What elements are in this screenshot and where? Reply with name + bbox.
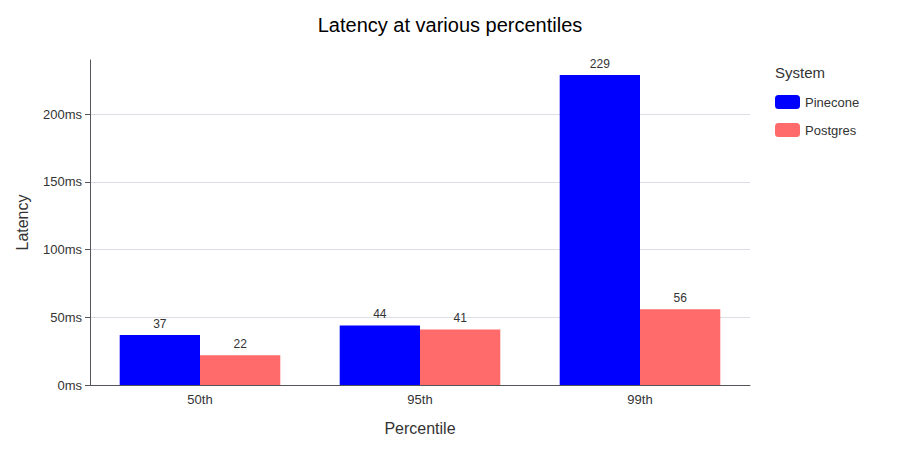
svg-text:99th: 99th <box>627 392 652 407</box>
svg-text:41: 41 <box>453 311 467 325</box>
svg-text:95th: 95th <box>407 392 432 407</box>
svg-text:Latency at various percentiles: Latency at various percentiles <box>318 14 583 36</box>
svg-text:Pinecone: Pinecone <box>805 95 859 110</box>
svg-text:50ms: 50ms <box>50 310 82 325</box>
svg-text:Latency: Latency <box>14 194 31 250</box>
svg-text:Percentile: Percentile <box>384 420 455 437</box>
svg-text:System: System <box>775 64 825 81</box>
svg-text:37: 37 <box>153 317 167 331</box>
svg-text:50th: 50th <box>187 392 212 407</box>
svg-text:22: 22 <box>233 337 247 351</box>
svg-text:100ms: 100ms <box>43 242 83 257</box>
svg-text:56: 56 <box>673 291 687 305</box>
svg-text:229: 229 <box>590 57 610 71</box>
svg-text:150ms: 150ms <box>43 174 83 189</box>
svg-text:Postgres: Postgres <box>805 123 857 138</box>
svg-text:44: 44 <box>373 307 387 321</box>
svg-text:200ms: 200ms <box>43 107 83 122</box>
svg-text:0ms: 0ms <box>57 378 82 393</box>
